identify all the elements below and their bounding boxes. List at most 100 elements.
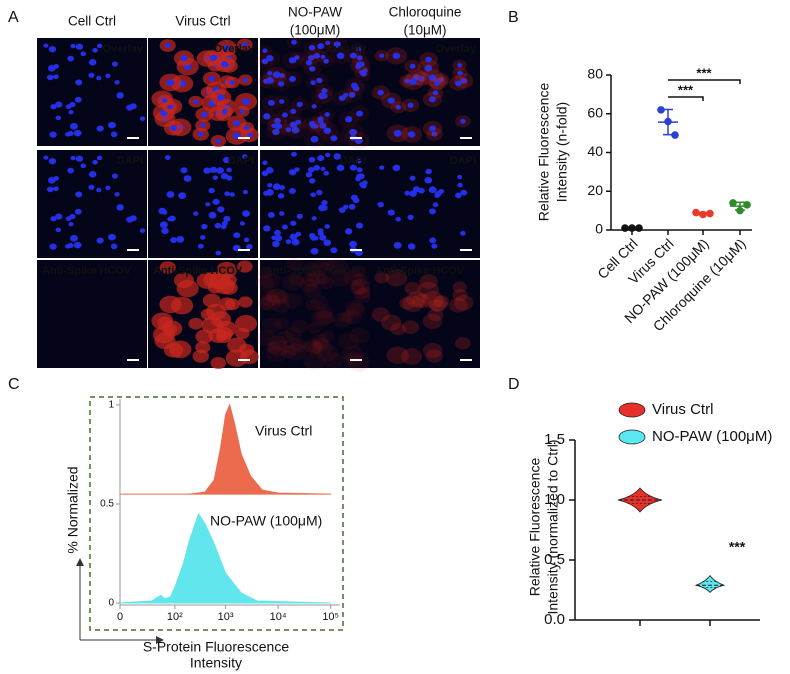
panel-label: B — [508, 9, 519, 26]
nucleus — [330, 135, 338, 142]
cytoplasm — [344, 299, 365, 316]
cytoplasm — [267, 288, 287, 304]
nucleus — [116, 92, 124, 99]
cytoplasm — [453, 295, 474, 311]
nucleus — [217, 94, 225, 101]
nucleus — [431, 243, 438, 249]
column-header: (10μM) — [403, 23, 446, 38]
nucleus — [212, 198, 220, 205]
cytoplasm — [267, 335, 288, 351]
nucleus — [323, 58, 330, 64]
cytoplasm — [343, 269, 364, 286]
cytoplasm — [224, 298, 240, 311]
nucleus — [92, 47, 98, 53]
axis-arrows — [79, 562, 160, 641]
nucleus — [288, 188, 296, 194]
cytoplasm — [235, 314, 258, 333]
cytoplasm — [338, 311, 354, 323]
nucleus — [330, 247, 338, 254]
cytoplasm — [210, 357, 226, 370]
cytoplasm — [390, 323, 406, 336]
nucleus — [343, 204, 349, 210]
nucleus — [74, 96, 82, 103]
nucleus — [379, 165, 385, 170]
nucleus — [409, 190, 417, 197]
nucleus — [164, 155, 171, 160]
nucleus — [200, 123, 206, 128]
nucleus — [209, 54, 218, 61]
nucleus — [212, 175, 219, 180]
panel-label: A — [8, 9, 19, 26]
nucleus — [67, 55, 75, 62]
nucleus — [333, 41, 342, 48]
data-point — [657, 106, 665, 114]
nucleus — [46, 74, 54, 81]
cytoplasm — [312, 337, 330, 351]
nucleus — [88, 72, 95, 78]
nucleus — [205, 202, 211, 207]
data-point — [736, 206, 744, 215]
nucleus — [349, 164, 357, 171]
nucleus — [176, 235, 185, 243]
nucleus — [434, 193, 441, 198]
nucleus — [320, 166, 326, 172]
significance-bracket — [668, 79, 741, 84]
nucleus — [321, 199, 328, 206]
cytoplasm — [273, 291, 291, 305]
micrograph — [148, 150, 258, 258]
nucleus — [310, 247, 319, 255]
nucleus — [43, 155, 49, 160]
nucleus — [197, 131, 204, 137]
nucleus — [392, 164, 401, 172]
nucleus — [323, 127, 332, 135]
cytoplasm — [303, 352, 326, 370]
nucleus — [67, 167, 75, 174]
cytoplasm — [290, 337, 307, 351]
cytoplasm — [238, 296, 253, 308]
channel-label: DAPI — [117, 155, 143, 167]
nucleus — [316, 77, 323, 84]
cytoplasm — [306, 270, 327, 286]
nucleus — [460, 230, 466, 236]
nucleus — [279, 73, 285, 79]
cytoplasm — [282, 293, 303, 309]
nucleus — [108, 121, 116, 129]
cytoplasm — [304, 340, 323, 356]
nucleus — [309, 66, 316, 72]
nucleus — [55, 213, 63, 220]
nucleus — [289, 233, 298, 241]
cytoplasm — [274, 317, 290, 330]
nucleus — [209, 166, 218, 173]
cytoplasm — [312, 339, 333, 356]
nucleus — [73, 241, 82, 249]
nucleus — [193, 99, 199, 104]
nucleus — [233, 232, 241, 239]
nucleus — [229, 192, 235, 197]
nucleus — [65, 132, 71, 137]
nucleus — [183, 175, 192, 182]
nucleus — [193, 211, 199, 216]
cytoplasm — [315, 273, 330, 285]
cytoplasm — [159, 295, 182, 314]
nucleus — [311, 104, 317, 109]
nucleus — [262, 160, 268, 165]
nucleus — [324, 224, 330, 229]
y-tick-label: 60 — [587, 104, 603, 120]
cytoplasm — [429, 299, 446, 312]
nucleus — [291, 126, 300, 134]
channel-label: Anti-Spike HCOV — [375, 265, 465, 277]
nucleus — [359, 70, 365, 75]
nucleus — [323, 239, 332, 247]
cytoplasm — [305, 298, 321, 311]
nucleus — [167, 216, 173, 222]
y-tick-label: 1 — [108, 400, 114, 411]
cytoplasm — [326, 258, 348, 275]
cytoplasm — [417, 281, 440, 299]
micrograph — [37, 260, 147, 368]
nucleus — [229, 80, 235, 85]
nucleus — [320, 54, 326, 60]
nucleus — [281, 224, 288, 230]
nucleus — [239, 109, 245, 114]
nucleus — [288, 76, 296, 82]
nucleus — [139, 228, 146, 233]
